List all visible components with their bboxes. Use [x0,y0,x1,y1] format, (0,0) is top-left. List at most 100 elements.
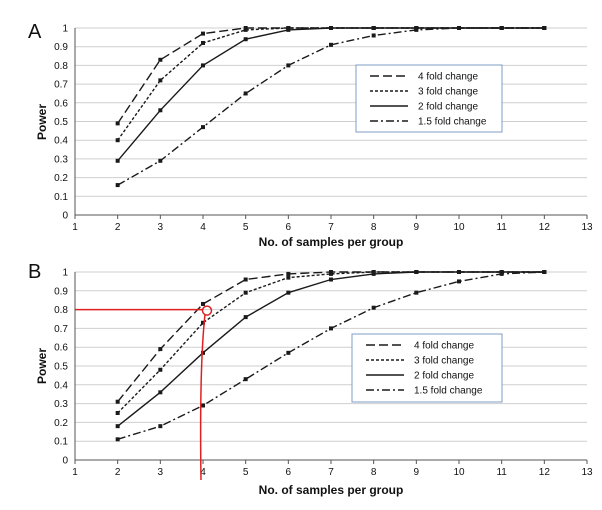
data-point [201,320,205,325]
y-tick-label: 0.7 [54,324,68,335]
panel-label: B [28,261,41,283]
annotation-circle [201,305,213,316]
y-tick-label: 0.2 [54,173,68,184]
data-point [201,31,205,36]
x-tick-label: 11 [496,222,507,233]
data-point [414,270,419,274]
y-tick-label: 0.5 [54,117,68,128]
data-point [201,63,205,68]
data-point [329,326,333,331]
legend-label: 3 fold change [418,87,478,98]
x-tick-label: 7 [328,467,334,478]
x-tick-label: 12 [539,222,551,233]
data-point [158,108,163,113]
data-point [115,424,120,429]
legend-label: 1.5 fold change [418,117,487,128]
data-point [115,411,120,415]
x-tick-label: 2 [115,467,121,478]
data-point [286,350,291,355]
data-point [329,271,333,276]
x-tick-label: 4 [200,222,206,233]
x-tick-label: 8 [371,222,377,233]
x-tick-label: 9 [414,222,420,233]
y-axis-label: Power [35,348,49,384]
y-axis-label: Power [35,104,49,140]
data-point [158,424,163,429]
y-tick-label: 0.7 [54,80,68,91]
data-point [286,63,291,68]
x-tick-label: 11 [496,467,507,478]
y-tick-label: 1 [62,268,68,279]
y-tick-label: 0.4 [54,136,68,147]
data-point [243,37,248,42]
data-point [286,275,291,280]
x-tick-label: 2 [115,222,121,233]
y-tick-label: 0 [62,456,68,467]
y-tick-label: 0.6 [54,343,68,354]
data-point [243,277,248,282]
x-tick-label: 10 [453,467,465,478]
data-point [286,290,291,295]
y-tick-label: 0.1 [54,437,68,448]
data-point [201,125,205,130]
data-point [329,26,333,30]
y-tick-label: 0.3 [54,399,68,410]
y-tick-label: 0.3 [54,154,68,165]
data-point [115,138,120,143]
legend-label: 1.5 fold change [414,386,483,397]
data-point [542,270,547,274]
data-point [201,350,205,355]
data-point [158,158,163,163]
x-axis-label: No. of samples per group [259,235,404,249]
y-tick-label: 1 [62,24,68,35]
y-tick-label: 0.6 [54,98,68,109]
y-tick-label: 0.4 [54,380,68,391]
data-point [115,437,120,442]
data-point [158,57,163,62]
y-tick-label: 0.9 [54,286,68,297]
data-point [243,315,248,320]
data-point [371,26,376,30]
data-point [414,27,419,32]
data-point [371,305,376,310]
x-tick-label: 9 [414,467,420,478]
data-point [201,301,205,306]
data-point [499,271,504,276]
data-point [371,271,376,276]
x-tick-label: 3 [158,467,164,478]
data-point [286,27,291,32]
data-point [457,26,461,30]
y-tick-label: 0.2 [54,418,68,429]
x-tick-label: 12 [539,467,551,478]
x-tick-label: 1 [72,222,78,233]
panel-label: A [28,21,42,43]
legend-label: 4 fold change [414,341,474,352]
chart-panel-b: B00.10.20.30.40.50.60.70.80.911 2 3 4 5 6 7 8 9 1… [28,261,593,497]
y-tick-label: 0.8 [54,61,68,72]
data-point [115,158,120,163]
y-tick-label: 0 [62,211,68,222]
x-tick-label: 7 [328,222,334,233]
data-point [329,42,333,47]
data-point [115,183,120,188]
legend-label: 2 fold change [418,102,478,113]
data-point [457,279,461,284]
legend-label: 2 fold change [414,371,474,382]
data-point [499,26,504,30]
x-tick-label: 6 [286,222,292,233]
data-point [286,271,291,276]
y-tick-label: 0.8 [54,305,68,316]
x-tick-label: 13 [581,467,593,478]
data-point [371,33,376,38]
x-tick-label: 10 [453,222,465,233]
data-point [158,78,163,83]
data-point [542,26,547,30]
chart-panel-a: A00.10.20.30.40.50.60.70.80.911 2 3 4 5 6 7 8 9 1… [28,21,593,249]
data-point [115,399,120,404]
data-point [243,27,248,32]
data-point [158,390,163,395]
data-point [243,91,248,96]
x-axis-label: No. of samples per group [259,483,404,497]
data-point [243,377,248,382]
